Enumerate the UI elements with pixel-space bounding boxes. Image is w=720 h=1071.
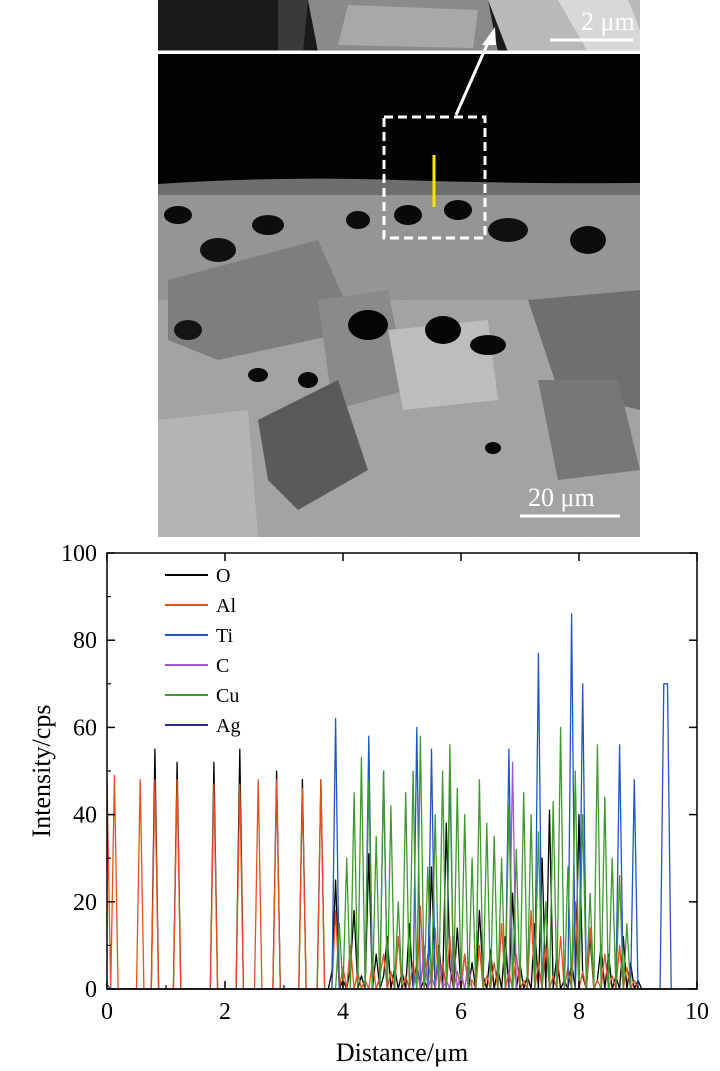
x-tick-label: 8 xyxy=(573,999,585,1025)
y-tick-label: 40 xyxy=(73,803,97,829)
inset-scale-label: 2 μm xyxy=(581,7,635,36)
x-axis-title: Distance/μm xyxy=(336,1038,468,1067)
legend-label-c: C xyxy=(216,655,229,677)
zoom-arrow xyxy=(454,37,492,116)
x-tick-label: 0 xyxy=(101,999,113,1025)
legend-label-al: Al xyxy=(216,595,236,617)
x-tick-label: 4 xyxy=(337,999,349,1025)
plot-frame xyxy=(106,552,698,990)
zoom-arrow-head xyxy=(482,27,496,45)
series-line-ti xyxy=(106,613,679,990)
y-tick-label: 20 xyxy=(73,890,97,916)
inset-micrograph: 2 μm xyxy=(158,0,640,52)
main-micrograph: 20 μm xyxy=(158,54,640,537)
main-scale-label: 20 μm xyxy=(528,483,595,512)
y-axis-title: Intensity/cps xyxy=(27,705,56,838)
x-tick-label: 2 xyxy=(219,999,231,1025)
y-tick-label: 80 xyxy=(73,628,97,654)
sem-micrograph: 2 μm 20 μm xyxy=(158,0,640,537)
plot-series xyxy=(106,613,697,990)
legend-label-ti: Ti xyxy=(216,625,234,647)
x-tick-label: 6 xyxy=(455,999,467,1025)
y-tick-label: 0 xyxy=(85,977,97,1003)
legend-label-ag: Ag xyxy=(216,715,240,737)
legend: O Al Ti C Cu Ag xyxy=(165,565,240,737)
legend-label-o: O xyxy=(216,565,230,587)
legend-label-cu: Cu xyxy=(216,685,239,707)
y-tick-label: 100 xyxy=(61,541,97,567)
y-tick-label: 60 xyxy=(73,715,97,741)
x-tick-label: 10 xyxy=(685,999,709,1025)
region-of-interest-box xyxy=(382,115,487,240)
